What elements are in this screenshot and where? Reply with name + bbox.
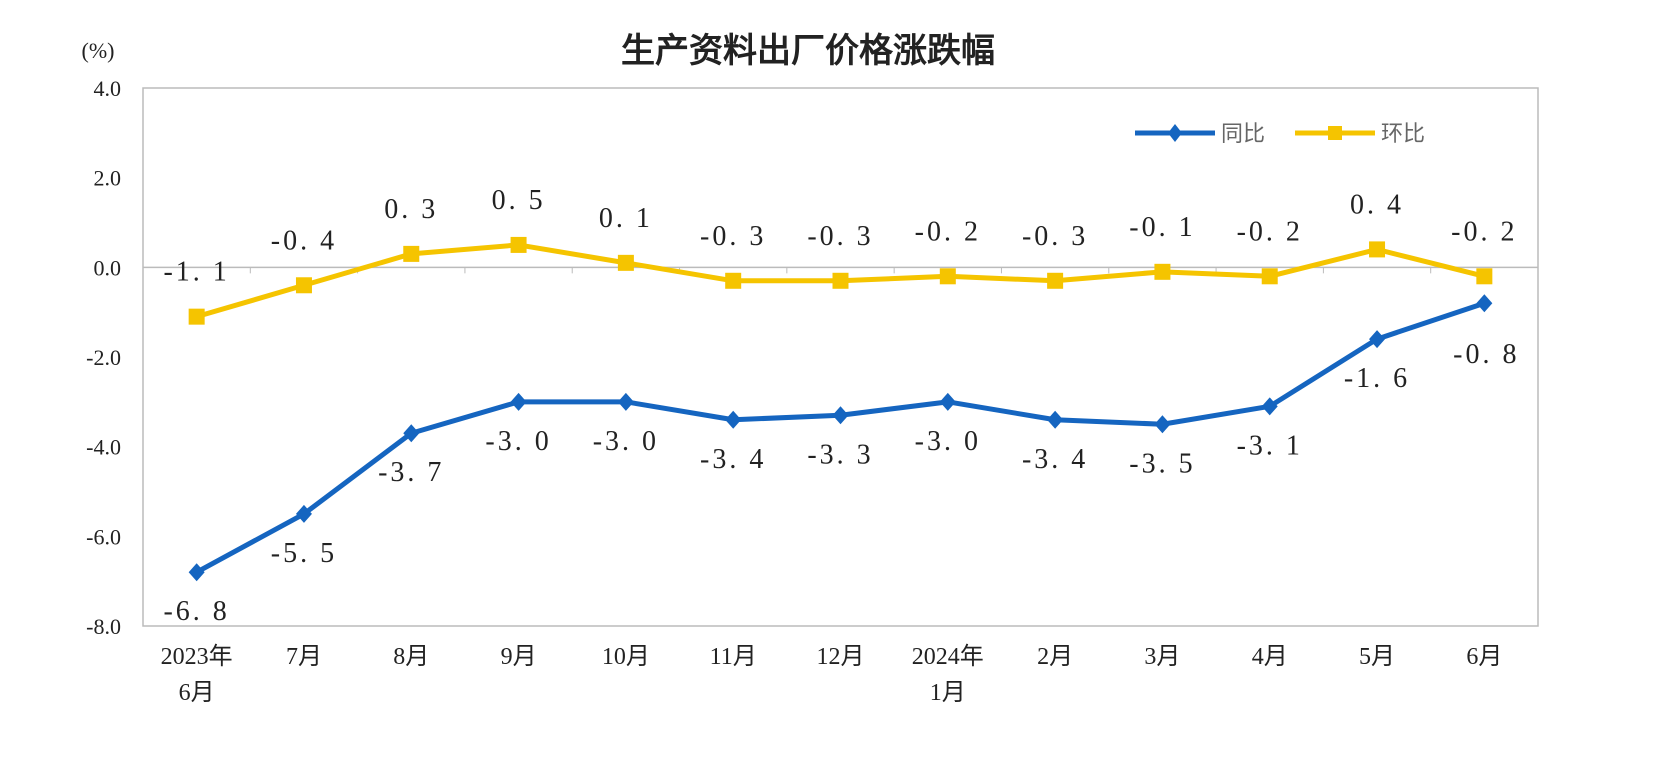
- x-tick-label: 10月: [602, 644, 650, 670]
- data-point: [725, 272, 742, 289]
- legend-label: 环比: [1381, 122, 1425, 147]
- x-tick-label: 8月: [393, 644, 429, 670]
- data-label: -3. 0: [485, 426, 551, 457]
- data-point: [725, 410, 742, 429]
- data-label: -1. 6: [1344, 363, 1410, 394]
- x-tick-label: 5月: [1359, 644, 1395, 670]
- x-tick-label: 2月: [1037, 644, 1073, 670]
- data-label: -3. 7: [378, 457, 444, 488]
- y-tick-label: -2.0: [86, 345, 121, 370]
- data-point: [1047, 410, 1064, 429]
- x-tick-label: 12月: [817, 644, 865, 670]
- data-point: [188, 308, 205, 325]
- data-label: -3. 1: [1237, 430, 1303, 461]
- data-point: [1369, 330, 1386, 349]
- data-point: [1476, 294, 1493, 313]
- chart-title: 生产资料出厂价格涨跌幅: [621, 31, 995, 71]
- y-tick-label: 2.0: [94, 166, 122, 191]
- data-point: [1047, 272, 1064, 289]
- data-point: [1261, 268, 1278, 285]
- data-label: -0. 4: [271, 225, 337, 256]
- y-tick-label: -6.0: [86, 524, 121, 549]
- data-label: -0. 3: [807, 221, 873, 252]
- y-tick-label: -8.0: [86, 614, 121, 639]
- data-point: [188, 563, 205, 582]
- data-point: [1261, 397, 1278, 416]
- data-label: -1. 1: [163, 257, 229, 288]
- data-label: -3. 0: [915, 426, 981, 457]
- y-tick-label: -4.0: [86, 435, 121, 460]
- data-label: 0. 4: [1350, 189, 1404, 220]
- data-point: [510, 236, 527, 253]
- data-label: 0. 5: [492, 185, 546, 216]
- data-label: -0. 3: [700, 221, 766, 252]
- data-label: -3. 4: [1022, 444, 1088, 475]
- x-tick-label: 9月: [501, 644, 537, 670]
- data-point: [939, 268, 956, 285]
- data-point: [1154, 415, 1171, 434]
- data-label: -0. 3: [1022, 221, 1088, 252]
- data-label: -6. 8: [163, 596, 229, 627]
- data-point: [939, 392, 956, 411]
- data-label: -0. 1: [1129, 212, 1195, 243]
- x-tick-label: 2024年: [912, 643, 984, 670]
- legend-marker: [1168, 124, 1182, 142]
- x-tick-label: 6月: [1466, 644, 1502, 670]
- x-tick-label: 4月: [1252, 644, 1288, 670]
- x-tick-label: 6月: [179, 680, 215, 706]
- x-tick-label: 7月: [286, 644, 322, 670]
- data-point: [403, 424, 420, 443]
- data-point: [617, 392, 634, 411]
- legend-marker: [1328, 126, 1342, 140]
- data-point: [295, 277, 312, 294]
- data-label: -0. 2: [915, 216, 981, 247]
- data-label: -0. 2: [1451, 216, 1517, 247]
- data-point: [403, 245, 420, 262]
- data-label: -3. 4: [700, 444, 766, 475]
- legend-label: 同比: [1221, 122, 1265, 147]
- data-point: [832, 406, 849, 425]
- data-point: [617, 254, 634, 271]
- data-label: -3. 3: [807, 439, 873, 470]
- data-point: [1369, 241, 1386, 258]
- data-label: -5. 5: [271, 538, 337, 569]
- x-tick-label: 3月: [1144, 644, 1180, 670]
- plot-area: [142, 87, 1539, 627]
- data-point: [510, 392, 527, 411]
- data-point: [1154, 263, 1171, 280]
- data-label: 0. 1: [599, 203, 653, 234]
- data-label: -3. 5: [1129, 448, 1195, 479]
- x-tick-label: 11月: [710, 644, 757, 670]
- x-tick-label: 1月: [930, 680, 966, 706]
- y-tick-label: 0.0: [94, 255, 122, 280]
- data-label: 0. 3: [384, 194, 438, 225]
- data-label: -0. 8: [1453, 339, 1519, 370]
- x-tick-label: 2023年: [161, 643, 233, 670]
- data-point: [295, 504, 312, 523]
- data-label: -0. 2: [1237, 216, 1303, 247]
- y-axis-unit: (%): [82, 38, 115, 63]
- data-point: [1476, 268, 1493, 285]
- data-point: [832, 272, 849, 289]
- data-label: -3. 0: [593, 426, 659, 457]
- y-tick-label: 4.0: [94, 76, 122, 101]
